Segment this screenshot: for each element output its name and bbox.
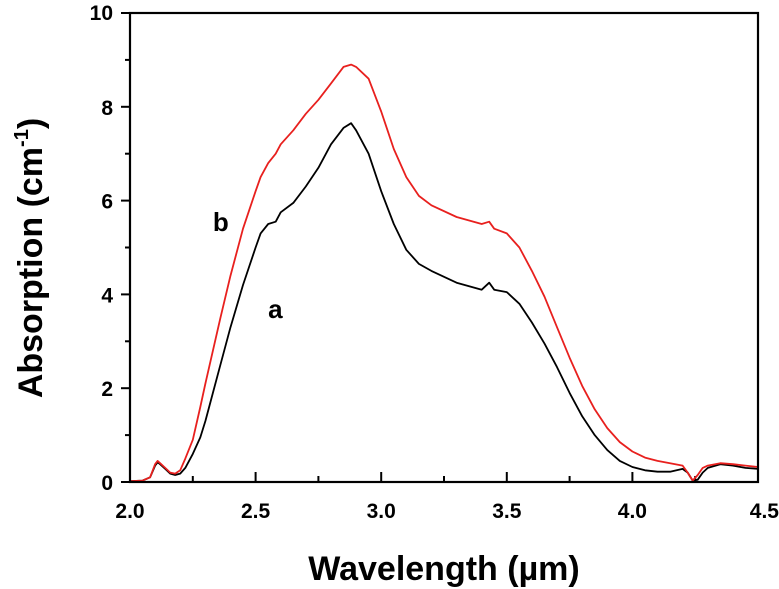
y-axis-title: Absorption (cm-1): [11, 118, 50, 398]
x-tick-label: 2.0: [115, 500, 144, 523]
y-axis-title-sup: -1: [11, 129, 33, 147]
y-axis-title-main: Absorption (cm: [12, 147, 50, 398]
axis-ticks: [121, 12, 759, 483]
y-tick-label: 0: [101, 472, 113, 495]
x-tick-label: 2.5: [241, 500, 271, 523]
x-tick-label: 3.0: [367, 500, 396, 523]
annotation-a: a: [268, 294, 283, 324]
plot-frame: [128, 11, 760, 484]
x-tick-label: 4.0: [618, 500, 647, 523]
y-tick-label: 4: [101, 284, 113, 307]
x-axis-title: Wavelength (µm): [308, 550, 579, 588]
y-tick-labels: 0 2 4 6 8 10: [90, 2, 114, 495]
series-line-b: [129, 63, 759, 482]
series-line-a: [129, 122, 759, 482]
y-tick-label: 8: [101, 97, 113, 120]
y-tick-label: 2: [101, 378, 113, 401]
y-axis-title-tail: ): [12, 118, 50, 129]
y-tick-label: 6: [101, 191, 113, 214]
annotation-b: b: [213, 207, 229, 237]
x-tick-labels: 2.0 2.5 3.0 3.5 4.0 4.5: [115, 500, 779, 523]
curve-annotations: ab: [213, 207, 283, 324]
y-tick-label: 10: [90, 2, 113, 25]
x-tick-label: 3.5: [492, 500, 522, 523]
series-group: [129, 63, 759, 482]
x-tick-label: 4.5: [750, 500, 779, 523]
